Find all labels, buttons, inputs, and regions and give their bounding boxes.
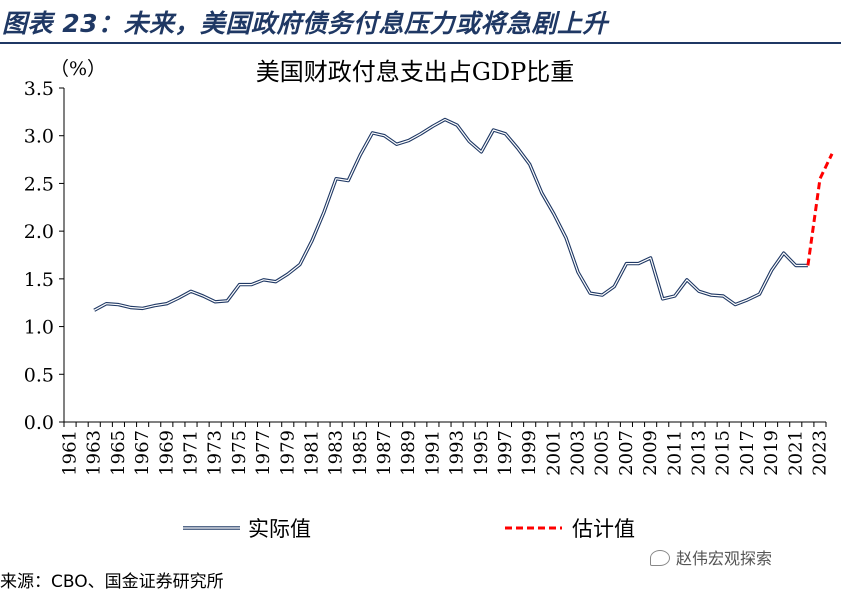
actual-series-line-outer [93,117,808,312]
estimate-series-line [806,153,834,266]
x-tick-label: 1991 [422,430,443,476]
chart-axes [63,88,826,423]
x-tick-label: 1977 [253,430,274,476]
watermark: 赵伟宏观探索 [650,545,840,568]
y-tick-label: 2.0 [24,221,54,243]
x-tick-label: 2007 [616,430,637,476]
x-tick-label: 2009 [640,430,661,476]
x-tick-label: 2013 [689,430,710,476]
x-tick-label: 1997 [495,430,516,476]
y-axis-ticks: 0.0 0.5 1.0 1.5 2.0 2.5 3.0 3.5 [24,78,64,434]
y-tick-label: 3.0 [24,126,54,148]
x-tick-label: 1971 [181,430,202,476]
header: 图表 23：未来，美国政府债务付息压力或将急剧上升 [0,0,841,44]
wechat-icon [650,550,670,566]
chart-title: 美国财政付息支出占GDP比重 [256,58,575,86]
watermark-text: 赵伟宏观探索 [676,549,773,568]
x-tick-label: 1979 [277,430,298,476]
y-tick-label: 1.5 [24,269,54,291]
x-tick-label: 1983 [326,430,347,476]
y-tick-label: 0.5 [24,364,54,386]
legend-estimate-label: 估计值 [572,517,635,541]
line-chart: 美国财政付息支出占GDP比重 （%） 0.0 0.5 1.0 1.5 2.0 2.5 3.0… [24,58,834,541]
x-tick-label: 1973 [205,430,226,476]
source-note: 来源：CBO、国金证券研究所 [0,572,224,592]
x-tick-label: 1999 [519,430,540,476]
x-tick-label: 1995 [471,430,492,476]
y-tick-label: 2.5 [24,173,54,195]
x-tick-label: 2017 [737,430,758,476]
y-tick-label: 0.0 [24,412,54,434]
y-tick-label: 1.0 [24,317,54,339]
y-axis-unit-label: （%） [50,58,106,80]
x-tick-label: 2015 [713,430,734,476]
y-tick-label: 3.5 [24,78,54,100]
x-tick-label: 1989 [398,430,419,476]
x-tick-label: 1993 [447,430,468,476]
x-tick-label: 1987 [374,430,395,476]
actual-series-line-inner [93,118,808,311]
legend: 实际值 估计值 [183,517,635,541]
x-tick-label: 1981 [301,430,322,476]
figure-title: 图表 23：未来，美国政府债务付息压力或将急剧上升 [2,9,608,38]
x-tick-label: 2021 [785,430,806,476]
x-tick-label: 1963 [84,430,105,476]
x-tick-label: 1969 [156,430,177,476]
x-axis-ticks: 1961 1963 1965 1967 1969 1971 1973 1975 1977 1979… [60,422,830,476]
x-tick-label: 2023 [809,430,830,476]
x-tick-label: 2011 [664,430,685,476]
x-tick-label: 2003 [568,430,589,476]
x-tick-label: 2019 [761,430,782,476]
x-tick-label: 1967 [132,430,153,476]
x-tick-label: 2001 [543,430,564,476]
x-tick-label: 1985 [350,430,371,476]
x-tick-label: 2005 [592,430,613,476]
x-tick-label: 1961 [60,430,81,476]
series-group [93,117,834,312]
x-tick-label: 1975 [229,430,250,476]
x-tick-label: 1965 [108,430,129,476]
header-divider [0,42,841,44]
legend-actual-label: 实际值 [248,517,311,541]
